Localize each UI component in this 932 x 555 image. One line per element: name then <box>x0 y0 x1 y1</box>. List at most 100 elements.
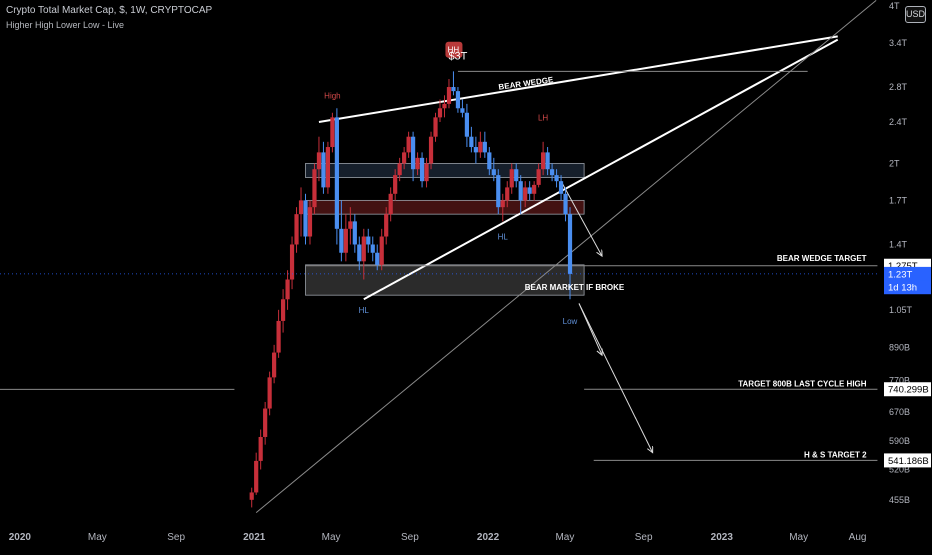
candle <box>545 147 550 176</box>
candle <box>289 236 295 290</box>
candle <box>478 131 483 158</box>
candle <box>411 131 416 182</box>
candle-body <box>419 157 425 182</box>
candle-body <box>357 244 362 262</box>
candle <box>316 136 322 182</box>
candle <box>527 181 532 201</box>
candle <box>563 187 568 222</box>
price-tag: 1.23T <box>884 266 931 281</box>
chart-title: Crypto Total Market Cap, $, 1W, CRYPTOCA… <box>6 5 213 16</box>
candle <box>558 175 564 201</box>
y-tick-label: 770B <box>889 375 910 385</box>
candle-body <box>303 200 308 237</box>
y-tick-label: 1.05T <box>889 305 913 315</box>
candle-body <box>411 136 416 170</box>
price-tag-box <box>884 280 931 295</box>
candle-body <box>433 117 438 137</box>
candle-body <box>545 152 550 170</box>
candle <box>455 87 461 113</box>
candle <box>348 207 353 245</box>
candle-body <box>249 492 254 500</box>
candle-body <box>567 214 573 274</box>
price-tag-label: 740.299B <box>888 385 929 396</box>
candle <box>460 99 465 118</box>
annotation-label: Low <box>563 317 578 326</box>
trend-line <box>255 0 877 514</box>
x-tick-label: 2021 <box>243 532 266 543</box>
candle <box>361 228 366 280</box>
price-tag-label: 541.186B <box>888 456 929 467</box>
annotation-label: BEAR WEDGE <box>498 75 554 92</box>
candle <box>276 309 281 358</box>
projection-arrow <box>578 303 653 452</box>
candle <box>303 193 308 245</box>
x-tick-label: May <box>322 532 341 543</box>
candle-body <box>393 175 398 194</box>
candle-body <box>469 136 474 148</box>
candle-body <box>509 169 514 188</box>
candle <box>339 200 344 262</box>
annotation-label: High <box>324 91 340 100</box>
candle-body <box>263 408 268 437</box>
x-tick-label: Sep <box>401 532 419 543</box>
candle <box>505 181 510 208</box>
annotation-label: LH <box>538 113 548 122</box>
currency-button[interactable]: USD <box>905 6 926 23</box>
annotation-label: TARGET 800B LAST CYCLE HIGH <box>738 379 867 388</box>
y-tick-label: 455B <box>889 495 910 505</box>
candle-body <box>527 187 532 194</box>
candle <box>334 108 339 245</box>
candle <box>496 169 501 215</box>
candle <box>491 157 496 182</box>
annotation-label: BEAR MARKET IF BROKE <box>525 283 625 292</box>
x-tick-label: Sep <box>167 532 185 543</box>
y-tick-label: 890B <box>889 342 910 352</box>
x-tick-label: 2023 <box>711 532 734 543</box>
trend-line <box>318 35 838 124</box>
candle <box>294 207 299 253</box>
candle <box>532 181 537 201</box>
candle <box>254 452 259 495</box>
candle <box>357 236 362 271</box>
candle <box>567 207 573 300</box>
x-tick-label: Sep <box>635 532 653 543</box>
candle <box>509 163 514 194</box>
candle <box>451 71 456 96</box>
candle <box>442 95 447 118</box>
annotation-label: H & S TARGET 2 <box>804 451 867 460</box>
y-tick-label: 590B <box>889 436 910 446</box>
candle <box>370 236 375 262</box>
candle-body <box>272 352 277 378</box>
candle-body <box>549 169 555 176</box>
y-tick-label: 2T <box>889 158 900 168</box>
candle-body <box>370 244 375 253</box>
candle <box>473 136 478 164</box>
candle-body <box>316 152 322 170</box>
candle-body <box>460 108 465 113</box>
candle <box>298 187 304 237</box>
candle-body <box>482 141 487 153</box>
candle-body <box>312 169 317 208</box>
candle-body <box>267 377 272 409</box>
candle <box>549 163 555 182</box>
candle-body <box>298 200 304 215</box>
candle <box>487 147 492 176</box>
candle-body <box>446 87 452 104</box>
candle <box>366 228 371 253</box>
candle-body <box>289 244 295 280</box>
candle-body <box>424 163 429 182</box>
candle-body <box>505 187 510 201</box>
candle <box>428 131 434 170</box>
price-tag: 541.186B <box>884 453 931 468</box>
candle-body <box>523 187 528 201</box>
candle <box>393 169 398 201</box>
candle <box>280 289 286 333</box>
candle <box>285 270 290 310</box>
candle-body <box>558 181 564 194</box>
y-tick-label: 1.7T <box>889 195 908 205</box>
candle <box>554 169 559 188</box>
x-tick-label: Aug <box>849 532 867 543</box>
candle <box>536 163 541 188</box>
